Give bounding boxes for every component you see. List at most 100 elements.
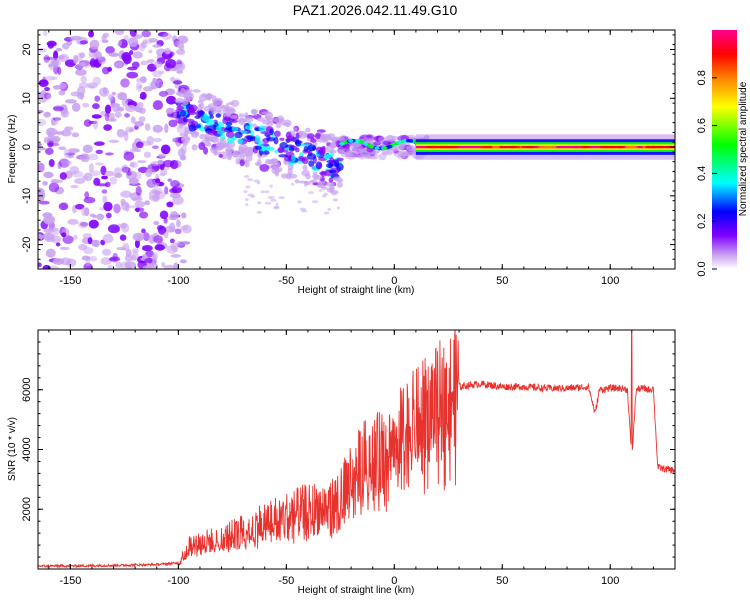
x-tick-label: 100 (601, 275, 619, 287)
spectrogram-cell (225, 131, 235, 138)
spectrogram-cell (134, 200, 146, 208)
spectrogram-cell (231, 126, 239, 132)
spectrogram-cell (39, 79, 48, 85)
spectrogram-cell (95, 149, 104, 154)
spectrogram-cell (70, 184, 79, 189)
spectrogram-cell (210, 148, 217, 154)
spectrogram-cell (80, 75, 87, 83)
spectrogram-cell (205, 118, 215, 126)
spectrogram-cell (144, 123, 151, 131)
spectrogram-cell (87, 237, 93, 245)
spectrogram-cell (188, 124, 197, 132)
spectrogram-cell (107, 224, 120, 234)
spectrogram-cell (102, 32, 110, 39)
spectrogram-cell (138, 116, 146, 123)
spectrogram-cell (325, 181, 335, 187)
spectrogram-cell (104, 170, 115, 177)
spectrogram-cell (76, 92, 85, 100)
spectrogram-cell (400, 151, 409, 157)
spectrogram-cell (114, 111, 122, 118)
spectrogram-cell (128, 177, 139, 185)
colorbar-tick-label: 0.4 (696, 166, 708, 181)
spectrogram-cell (304, 182, 312, 186)
spectrogram-cell (142, 232, 150, 242)
spectrogram-cell (101, 66, 110, 75)
spectrogram-cell (43, 56, 55, 61)
spectrogram-cell (278, 196, 285, 200)
spectrogram-cell (139, 76, 147, 84)
spectrogram-cell (318, 189, 323, 193)
spectrogram-cell (141, 245, 153, 252)
spectrogram-cell (410, 149, 417, 155)
colorbar-tick-label: 0.6 (696, 118, 708, 133)
spectrogram-cell (69, 165, 80, 175)
spectrogram-cell (114, 172, 123, 179)
spectrogram-cell (203, 146, 209, 155)
spectrogram-cell (120, 78, 130, 88)
spectrogram-cell (285, 131, 292, 139)
spectrogram-cell (154, 244, 165, 251)
spectrogram-cell (125, 265, 132, 269)
spectrogram-cell (58, 90, 66, 96)
spectrogram-cell (256, 181, 261, 185)
spectrogram-cell (152, 77, 157, 83)
x-tick-label: -100 (167, 275, 189, 287)
spectrogram-cell (92, 119, 99, 130)
spectrogram-cell (260, 190, 265, 194)
spectrogram-cell (182, 224, 192, 234)
spectrogram-cell (121, 97, 129, 107)
spectrogram-cell (38, 109, 44, 114)
spectrogram-cell (386, 148, 395, 154)
spectrogram-cell (336, 157, 344, 162)
spectrogram-cell (83, 119, 92, 127)
colorbar-ticks: 0.0 0.2 0.4 0.6 0.8 (696, 70, 717, 277)
spectrogram-cell (50, 57, 61, 68)
spectrogram-cell (139, 211, 149, 219)
spectrogram-cell (199, 133, 207, 140)
spectrogram-cell (244, 160, 250, 168)
spectrogram-cell (265, 158, 272, 163)
spectrogram-cell (60, 129, 72, 137)
spectrogram-cell (187, 104, 198, 112)
spectrogram-cell (238, 146, 245, 153)
spectrogram-cell (148, 37, 158, 43)
spectrogram-cell (67, 219, 79, 225)
spectrogram-cell (348, 139, 354, 143)
spectrogram-cell (152, 124, 163, 133)
spectrogram-cell (177, 39, 184, 49)
spectrogram-cell (170, 243, 179, 252)
spectrogram-cell (300, 209, 308, 213)
spectrogram-cell (274, 150, 279, 154)
spectrogram-cell (105, 212, 112, 219)
spectrogram-cell (382, 146, 388, 150)
spectrogram-cell (42, 264, 51, 269)
spectrogram-cell (146, 59, 155, 64)
colorbar-tick-label: 0.8 (696, 70, 708, 85)
spectrogram-cell (245, 185, 251, 189)
spectrogram-cell (325, 153, 332, 159)
x-tick-label: 0 (391, 275, 397, 287)
spectrogram-cell (345, 153, 356, 160)
spectrogram-cell (89, 213, 96, 218)
spectrogram-cell (317, 149, 324, 154)
spectrogram-cell (84, 191, 90, 199)
spectrogram-cell (179, 156, 187, 161)
spectrogram-cell (160, 144, 171, 155)
spectrogram-cell (93, 177, 101, 186)
spectrogram-cell (274, 130, 281, 137)
spectrogram-cell (116, 246, 127, 251)
spectrogram-cell (312, 171, 318, 176)
x-tick-label: 50 (496, 575, 508, 587)
spectrogram-cell (74, 178, 86, 184)
spectrogram-cell (43, 136, 50, 144)
spectrogram-cell (258, 125, 266, 133)
spectrogram-cell (387, 144, 393, 149)
spectrogram-cell (148, 49, 153, 54)
spectrogram-cell (145, 38, 153, 44)
spectrogram-cell (328, 177, 334, 183)
spectrogram-cell (65, 160, 73, 165)
spectrogram-cell (180, 137, 190, 141)
spectrogram-cell (298, 155, 304, 160)
y-tick-label: 2000 (21, 497, 33, 521)
y-tick-label: 0 (21, 144, 33, 150)
